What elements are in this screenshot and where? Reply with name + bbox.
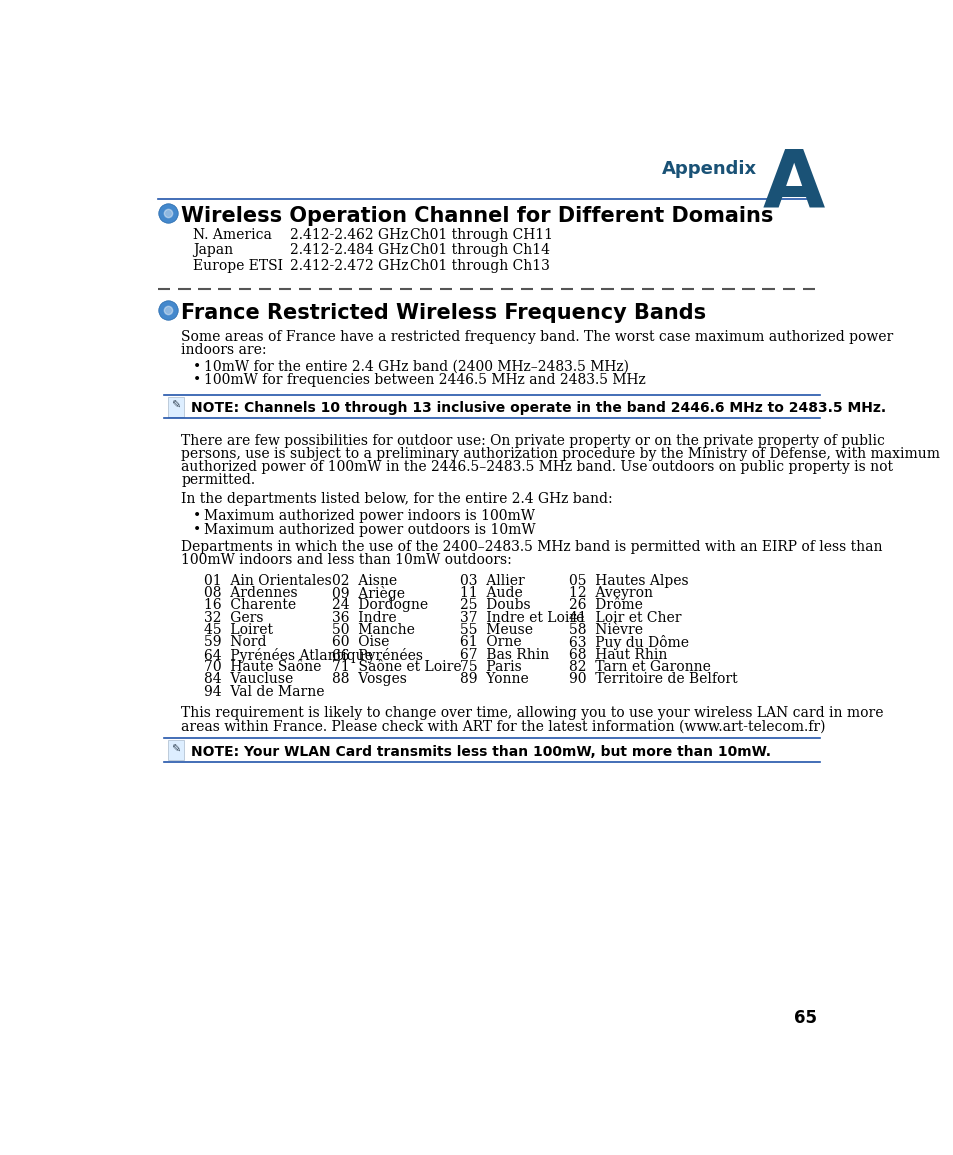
Text: authorized power of 100mW in the 2446.5–2483.5 MHz band. Use outdoors on public : authorized power of 100mW in the 2446.5–…: [181, 460, 892, 474]
Text: •: •: [193, 523, 201, 537]
Text: 01  Ain Orientales: 01 Ain Orientales: [204, 574, 332, 588]
Text: 94  Val de Marne: 94 Val de Marne: [204, 685, 325, 699]
Text: Appendix: Appendix: [661, 161, 756, 178]
Text: This requirement is likely to change over time, allowing you to use your wireles: This requirement is likely to change ove…: [181, 706, 882, 720]
Text: 64  Pyrénées Atlantique: 64 Pyrénées Atlantique: [204, 648, 373, 663]
Text: 89  Yonne: 89 Yonne: [459, 672, 529, 686]
Text: 88  Vosges: 88 Vosges: [332, 672, 407, 686]
Text: 55  Meuse: 55 Meuse: [459, 623, 533, 636]
Text: Ch01 through Ch14: Ch01 through Ch14: [410, 244, 549, 258]
Text: Ch01 through CH11: Ch01 through CH11: [410, 228, 553, 241]
Text: 2.412-2.462 GHz: 2.412-2.462 GHz: [290, 228, 408, 241]
Text: indoors are:: indoors are:: [181, 343, 267, 357]
Text: •: •: [193, 359, 201, 373]
Text: 2.412-2.472 GHz: 2.412-2.472 GHz: [290, 259, 408, 273]
Text: NOTE: Channels 10 through 13 inclusive operate in the band 2446.6 MHz to 2483.5 : NOTE: Channels 10 through 13 inclusive o…: [191, 401, 884, 415]
Text: 61  Orne: 61 Orne: [459, 635, 521, 649]
Text: 60  Oise: 60 Oise: [332, 635, 390, 649]
FancyBboxPatch shape: [168, 396, 183, 417]
Text: 70  Haute Saône: 70 Haute Saône: [204, 660, 321, 673]
Text: 16  Charente: 16 Charente: [204, 598, 296, 612]
Text: 58  Nièvre: 58 Nièvre: [568, 623, 642, 636]
Text: 71  Saône et Loire: 71 Saône et Loire: [332, 660, 461, 673]
Text: 09  Ariège: 09 Ariège: [332, 586, 405, 601]
Text: 11  Aude: 11 Aude: [459, 586, 522, 599]
Text: There are few possibilities for outdoor use: On private property or on the priva: There are few possibilities for outdoor …: [181, 433, 884, 447]
Text: 32  Gers: 32 Gers: [204, 611, 264, 625]
Text: ✎: ✎: [171, 745, 180, 754]
Text: Maximum authorized power outdoors is 10mW: Maximum authorized power outdoors is 10m…: [204, 523, 536, 537]
Text: Wireless Operation Channel for Different Domains: Wireless Operation Channel for Different…: [181, 207, 773, 226]
Text: 75  Paris: 75 Paris: [459, 660, 521, 673]
Text: •: •: [193, 509, 201, 523]
Text: 2.412-2.484 GHz: 2.412-2.484 GHz: [290, 244, 408, 258]
Text: 41  Loir et Cher: 41 Loir et Cher: [568, 611, 680, 625]
Text: Europe ETSI: Europe ETSI: [193, 259, 283, 273]
Text: 66  Pyrénées: 66 Pyrénées: [332, 648, 423, 663]
Text: 03  Allier: 03 Allier: [459, 574, 524, 588]
FancyBboxPatch shape: [168, 740, 183, 760]
Text: Maximum authorized power indoors is 100mW: Maximum authorized power indoors is 100m…: [204, 509, 535, 523]
Text: 68  Haut Rhin: 68 Haut Rhin: [568, 648, 666, 662]
Text: 25  Doubs: 25 Doubs: [459, 598, 530, 612]
Text: 12  Aveyron: 12 Aveyron: [568, 586, 652, 599]
Text: N. America: N. America: [193, 228, 272, 241]
Text: 37  Indre et Loire: 37 Indre et Loire: [459, 611, 584, 625]
Text: 24  Dordogne: 24 Dordogne: [332, 598, 428, 612]
Text: A: A: [761, 147, 824, 224]
Text: 84  Vaucluse: 84 Vaucluse: [204, 672, 294, 686]
Text: 82  Tarn et Garonne: 82 Tarn et Garonne: [568, 660, 710, 673]
Text: Some areas of France have a restricted frequency band. The worst case maximum au: Some areas of France have a restricted f…: [181, 329, 893, 343]
Text: 08  Ardennes: 08 Ardennes: [204, 586, 297, 599]
Text: 67  Bas Rhin: 67 Bas Rhin: [459, 648, 549, 662]
Text: 36  Indre: 36 Indre: [332, 611, 396, 625]
Text: 100mW indoors and less than 10mW outdoors:: 100mW indoors and less than 10mW outdoor…: [181, 553, 512, 567]
Text: 45  Loiret: 45 Loiret: [204, 623, 274, 636]
Text: ✎: ✎: [171, 401, 180, 411]
Text: NOTE: Your WLAN Card transmits less than 100mW, but more than 10mW.: NOTE: Your WLAN Card transmits less than…: [191, 745, 770, 759]
Text: 26  Drôme: 26 Drôme: [568, 598, 642, 612]
Text: 05  Hautes Alpes: 05 Hautes Alpes: [568, 574, 688, 588]
Text: 100mW for frequencies between 2446.5 MHz and 2483.5 MHz: 100mW for frequencies between 2446.5 MHz…: [204, 373, 645, 387]
Text: •: •: [193, 373, 201, 387]
Text: In the departments listed below, for the entire 2.4 GHz band:: In the departments listed below, for the…: [181, 492, 612, 506]
Text: persons, use is subject to a preliminary authorization procedure by the Ministry: persons, use is subject to a preliminary…: [181, 447, 940, 461]
Text: Japan: Japan: [193, 244, 233, 258]
Text: 63  Puy du Dôme: 63 Puy du Dôme: [568, 635, 688, 650]
Text: 50  Manche: 50 Manche: [332, 623, 415, 636]
Text: 10mW for the entire 2.4 GHz band (2400 MHz–2483.5 MHz): 10mW for the entire 2.4 GHz band (2400 M…: [204, 359, 629, 373]
Text: 90  Territoire de Belfort: 90 Territoire de Belfort: [568, 672, 737, 686]
Circle shape: [161, 207, 174, 221]
Text: permitted.: permitted.: [181, 472, 255, 486]
Text: France Restricted Wireless Frequency Bands: France Restricted Wireless Frequency Ban…: [181, 303, 705, 322]
Text: Ch01 through Ch13: Ch01 through Ch13: [410, 259, 549, 273]
Text: 59  Nord: 59 Nord: [204, 635, 267, 649]
Text: 65: 65: [793, 1008, 816, 1027]
Text: Departments in which the use of the 2400–2483.5 MHz band is permitted with an EI: Departments in which the use of the 2400…: [181, 539, 882, 553]
Text: 02  Aisne: 02 Aisne: [332, 574, 397, 588]
Text: areas within France. Please check with ART for the latest information (www.art-t: areas within France. Please check with A…: [181, 720, 825, 733]
